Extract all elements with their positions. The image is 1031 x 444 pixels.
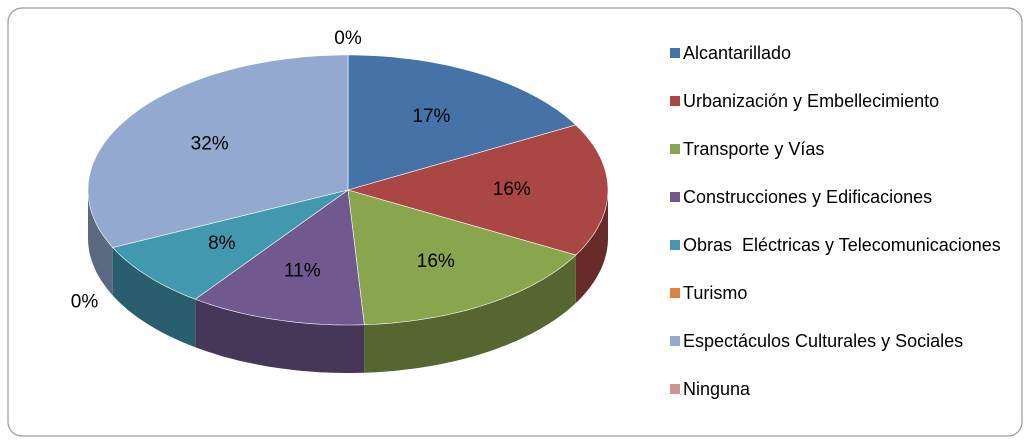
slice	[194, 189, 365, 326]
legend-swatch	[670, 336, 680, 346]
legend-label: Alcantarillado	[683, 43, 792, 63]
legend-swatch	[670, 240, 680, 250]
legend-label: Urbanización y Embellecimiento	[683, 91, 940, 111]
slice-side	[575, 190, 608, 303]
slice	[347, 189, 577, 326]
legend-swatch	[670, 48, 680, 58]
slice	[112, 189, 349, 300]
data-label: 0%	[334, 28, 362, 49]
legend-swatch	[670, 384, 680, 394]
legend-swatch	[670, 192, 680, 202]
legend-item: Transporte y Vías	[670, 138, 1015, 161]
legend-item: Alcantarillado	[670, 42, 1015, 65]
legend-swatch	[670, 96, 680, 106]
data-label: 17%	[412, 106, 450, 127]
legend-swatch	[670, 288, 680, 298]
slice-side	[88, 190, 113, 296]
legend-label: Ninguna	[683, 379, 751, 399]
legend-label: Turismo	[683, 283, 748, 303]
slice-side	[112, 247, 196, 348]
legend-item: Ninguna	[670, 378, 1015, 401]
data-label: 16%	[417, 251, 455, 272]
legend-item: Turismo	[670, 282, 1015, 305]
slice	[347, 54, 577, 191]
data-label: 16%	[493, 179, 531, 200]
slice-side	[195, 299, 365, 373]
data-label: 8%	[208, 233, 236, 254]
slice	[346, 124, 609, 256]
legend-item: Espectáculos Culturales y Sociales	[670, 330, 1015, 353]
slice	[87, 54, 349, 248]
legend-label: Espectáculos Culturales y Sociales	[683, 331, 964, 351]
slice-side	[364, 255, 576, 373]
legend-item: Urbanización y Embellecimiento	[670, 90, 1015, 113]
data-label: 0%	[71, 291, 99, 312]
legend-item: Construcciones y Edificaciones	[670, 186, 1015, 209]
legend-label: Construcciones y Edificaciones	[683, 187, 933, 207]
data-label: 32%	[191, 133, 229, 154]
legend-label: Transporte y Vías	[683, 139, 825, 159]
data-label: 11%	[284, 261, 321, 282]
legend-label: Obras Eléctricas y Telecomunicaciones	[683, 235, 1001, 255]
legend-item: Obras Eléctricas y Telecomunicaciones	[670, 234, 1015, 257]
legend-swatch	[670, 144, 680, 154]
